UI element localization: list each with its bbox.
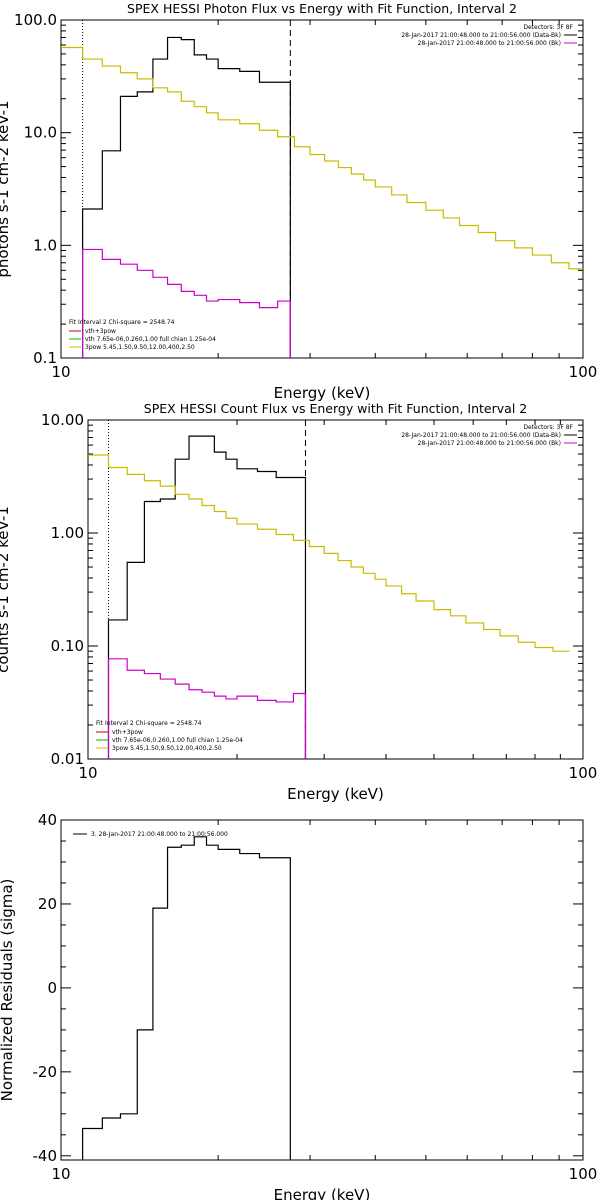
x-axis-title: Energy (keV): [274, 1186, 371, 1200]
y-tick-label: 100.0: [14, 11, 57, 29]
y-tick-label: 1.00: [51, 524, 84, 542]
y-tick-label: 0.10: [51, 637, 84, 655]
series-3-28-jan-2017-21-00-48-000-to-21-00-56-000: [82, 836, 291, 1160]
y-tick-label: 0.1: [33, 349, 57, 367]
legend-header: Fit Interval 2 Chi-square = 2548.74: [96, 720, 202, 727]
legend-header: Detectors: 3F 8F: [523, 424, 573, 431]
plot-frame: [60, 19, 584, 359]
legend-item: 28-Jan-2017 21:00:48.000 to 21:00:56.000…: [418, 440, 561, 447]
legend-item: 3pow 5.45,1.50,9.50,12.00,400,2.50: [112, 745, 222, 752]
y-tick-label: 20: [38, 895, 57, 913]
panel-count-flux: SPEX HESSI Count Flux vs Energy with Fit…: [0, 401, 597, 803]
legend-header: Detectors: 3F 8F: [523, 24, 573, 31]
chart-title: SPEX HESSI Photon Flux vs Energy with Fi…: [127, 1, 517, 16]
x-tick-label: 10: [51, 363, 70, 381]
y-tick-label: 1.0: [33, 236, 57, 254]
panel-normalized-residuals: 10 100 -40 -20 0 20 40 Energy (keV) Normalized R…: [0, 811, 597, 1200]
series-3pow: [61, 46, 583, 270]
x-axis-title: Energy (keV): [287, 785, 384, 803]
plot-frame: [87, 419, 584, 760]
legend-item: vth 7.65e-06,0.260,1.00 full chian 1.25e…: [112, 737, 243, 744]
legend-item: vth+3pow: [85, 328, 116, 335]
y-axis-title: Normalized Residuals (sigma): [0, 879, 16, 1102]
legend-item: vth+3pow: [112, 729, 143, 736]
series-3pow: [88, 454, 570, 652]
legend-item: vth 7.65e-06,0.260,1.00 full chian 1.25e…: [85, 336, 216, 343]
y-tick-label: 0: [47, 979, 57, 997]
legend-item: 28-Jan-2017 21:00:48.000 to 21:00:56.000…: [401, 432, 561, 439]
y-tick-label: 0.01: [51, 750, 84, 768]
plot-frame: [60, 819, 584, 1161]
series-data-bk: [107, 435, 307, 759]
x-tick-label: 10: [78, 764, 97, 782]
legend-item: 28-Jan-2017 21:00:48.000 to 21:00:56.000…: [418, 40, 561, 47]
legend-header: Fit Interval 2 Chi-square = 2548.74: [69, 319, 175, 326]
y-tick-label: 10.00: [41, 411, 84, 429]
panel-photon-flux: SPEX HESSI Photon Flux vs Energy with Fi…: [0, 1, 597, 402]
series-data-bk: [82, 36, 291, 358]
x-tick-label: 10: [51, 1165, 70, 1183]
y-tick-label: 40: [38, 811, 57, 829]
y-axis-title: photons s-1 cm-2 keV-1: [0, 100, 12, 277]
x-tick-label: 100: [569, 363, 598, 381]
series-bk: [107, 658, 307, 759]
x-tick-label: 100: [569, 764, 598, 782]
legend-item: 3. 28-Jan-2017 21:00:48.000 to 21:00:56.…: [91, 831, 228, 838]
y-axis-title: counts s-1 cm-2 keV-1: [0, 506, 12, 673]
y-tick-label: 10.0: [24, 124, 57, 142]
legend-item: 3pow 5.45,1.50,9.50,12.00,400,2.50: [85, 344, 195, 351]
series-bk: [82, 248, 291, 358]
x-axis-title: Energy (keV): [274, 384, 371, 402]
y-tick-label: -40: [33, 1147, 58, 1165]
y-tick-label: -20: [33, 1063, 58, 1081]
x-tick-label: 100: [569, 1165, 598, 1183]
legend-item: 28-Jan-2017 21:00:48.000 to 21:00:56.000…: [401, 32, 561, 39]
chart-title: SPEX HESSI Count Flux vs Energy with Fit…: [144, 401, 527, 416]
